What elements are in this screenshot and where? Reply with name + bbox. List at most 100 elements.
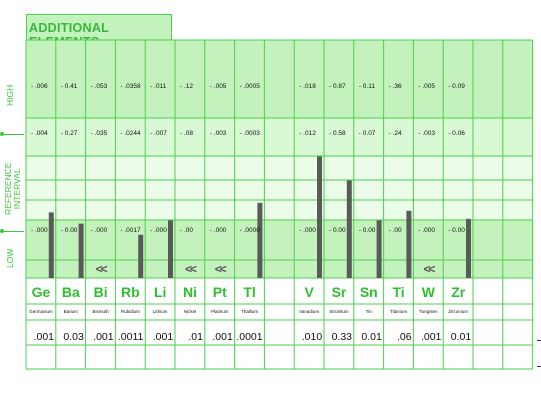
band-symbol [26, 278, 533, 304]
value-low: - .000 [209, 227, 227, 234]
value-mid: - .0244 [120, 130, 141, 137]
bar-sn [376, 220, 382, 278]
element-name: Lithium [152, 309, 168, 314]
band-name [26, 304, 533, 320]
bar-ti [406, 210, 412, 278]
value-mid: - 0.07 [358, 130, 376, 137]
bar-li [168, 220, 173, 278]
value-low: - .00 [180, 227, 194, 234]
value-high: - .018 [299, 83, 316, 90]
value-mid: - .007 [150, 130, 167, 137]
result-value: 0.01 [450, 331, 472, 343]
row-marker [2, 231, 24, 232]
value-mid: - .035 [90, 130, 108, 137]
element-symbol-v: V [304, 284, 314, 300]
value-high: - 0.11 [358, 83, 375, 90]
value-low: - .0017 [120, 227, 141, 234]
element-symbol-tl: Tl [243, 284, 256, 300]
band-reference [26, 156, 533, 220]
value-high: - 0.87 [329, 83, 346, 90]
element-symbol-sr: Sr [331, 284, 347, 300]
element-symbol-bi: Bi [93, 284, 108, 300]
value-low: - .000 [90, 227, 108, 234]
value-low: - .000 [31, 227, 48, 234]
value-low: - .0000 [239, 227, 260, 234]
axis-label-high: HIGH [5, 84, 15, 106]
bar-zr [466, 218, 471, 278]
element-name: Tin [365, 309, 372, 314]
value-low: - 0.00 [60, 227, 78, 234]
value-low: - 0.00 [358, 227, 376, 234]
value-mid: - 0.06 [448, 130, 465, 137]
result-value: 0.33 [331, 331, 352, 343]
element-symbol-ge: Ge [31, 284, 51, 300]
element-name: Thallium [241, 309, 259, 314]
element-symbol-pt: Pt [212, 284, 227, 300]
value-low: - 0.00 [329, 227, 346, 234]
value-low: - .000 [299, 227, 316, 234]
value-mid: - .012 [299, 130, 316, 137]
element-symbol-w: W [421, 284, 435, 300]
value-mid: - .24 [388, 130, 402, 137]
element-name: Nickel [183, 309, 197, 314]
element-name: Platinum [211, 309, 229, 314]
value-high: - .006 [31, 83, 48, 90]
axis-label-reference: REFERENCE INTERVAL [3, 162, 22, 215]
value-high: - .005 [209, 83, 227, 90]
element-symbol-ti: Ti [392, 284, 405, 300]
value-mid: - .004 [31, 130, 48, 137]
element-name: Bismuth [92, 309, 109, 314]
value-high: - .0005 [239, 83, 260, 90]
value-mid: - .08 [180, 130, 194, 137]
result-value: .001 [93, 331, 114, 343]
band-high [26, 40, 533, 118]
value-mid: - .003 [209, 130, 227, 137]
row-marker-dot [0, 229, 4, 233]
value-high: - 0.09 [448, 83, 465, 90]
band-low [26, 220, 533, 278]
element-symbol-ni: Ni [183, 284, 197, 300]
below-range-marker: << [214, 262, 227, 276]
value-mid: - 0.58 [329, 130, 346, 137]
row-marker-dot [0, 132, 4, 136]
value-high: - .0358 [120, 83, 141, 90]
result-value: 0.03 [63, 331, 84, 343]
result-value: .01 [188, 331, 203, 343]
value-high: - .011 [150, 83, 167, 90]
below-range-marker: << [184, 262, 197, 276]
value-high: - .12 [180, 83, 194, 90]
element-name: Strontium [329, 309, 349, 314]
bar-tl [257, 202, 263, 278]
element-symbol-rb: Rb [121, 284, 140, 300]
result-value: .06 [396, 331, 412, 343]
result-value: .001 [152, 331, 174, 343]
result-value: .001 [212, 331, 233, 343]
element-name: Tungsten [419, 309, 438, 314]
side-tick [537, 340, 541, 341]
band-mid [26, 118, 533, 156]
value-mid: - 0.27 [60, 130, 78, 137]
row-marker [2, 134, 24, 135]
bar-v [317, 156, 322, 278]
value-high: - .36 [388, 83, 402, 90]
element-symbol-li: Li [153, 284, 167, 300]
element-symbol-sn: Sn [359, 284, 378, 300]
bar-ge [48, 212, 54, 278]
bar-rb [138, 234, 144, 278]
below-range-marker: << [423, 262, 435, 276]
element-name: Titanium [390, 309, 408, 314]
element-name: Barium [63, 309, 78, 314]
value-high: - .053 [90, 83, 108, 90]
bar-ba [78, 223, 84, 278]
result-value: .0001 [236, 331, 263, 343]
element-symbol-zr: Zr [451, 284, 466, 300]
bar-sr [346, 180, 352, 278]
result-value: .010 [301, 331, 323, 343]
element-name: Germanium [29, 309, 53, 314]
value-high: - 0.41 [60, 83, 78, 90]
result-value: .001 [33, 331, 54, 343]
side-tick [537, 366, 541, 367]
title-box: ADDITIONAL ELEMENTS [26, 14, 172, 49]
